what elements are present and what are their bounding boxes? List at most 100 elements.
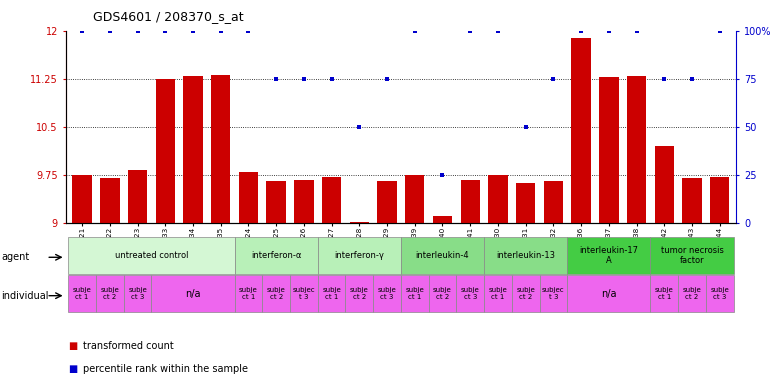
- Bar: [401, 237, 484, 274]
- Bar: [318, 275, 345, 312]
- Bar: [484, 275, 512, 312]
- Bar: [100, 178, 120, 223]
- Bar: [655, 146, 674, 223]
- Bar: [267, 181, 286, 223]
- Point: [492, 28, 504, 34]
- Bar: [373, 275, 401, 312]
- Point: [464, 28, 476, 34]
- Bar: [123, 275, 151, 312]
- Bar: [567, 275, 651, 312]
- Text: individual: individual: [2, 291, 49, 301]
- Point: [242, 28, 254, 34]
- Bar: [540, 275, 567, 312]
- Point: [603, 28, 615, 34]
- Bar: [599, 77, 618, 223]
- Bar: [682, 178, 702, 223]
- Bar: [405, 175, 425, 223]
- Bar: [516, 183, 535, 223]
- Text: subje
ct 2: subje ct 2: [433, 287, 452, 300]
- Text: subje
ct 1: subje ct 1: [406, 287, 424, 300]
- Text: interleukin-13: interleukin-13: [497, 251, 555, 260]
- Bar: [433, 216, 453, 223]
- Text: percentile rank within the sample: percentile rank within the sample: [83, 364, 248, 374]
- Text: subje
ct 1: subje ct 1: [655, 287, 674, 300]
- Point: [575, 28, 588, 34]
- Bar: [456, 275, 484, 312]
- Text: subjec
t 3: subjec t 3: [293, 287, 315, 300]
- Text: subje
ct 2: subje ct 2: [267, 287, 285, 300]
- Point: [436, 172, 449, 178]
- Point: [76, 28, 89, 34]
- Text: interleukin-4: interleukin-4: [416, 251, 470, 260]
- Text: subje
ct 1: subje ct 1: [239, 287, 258, 300]
- Bar: [183, 76, 203, 223]
- Bar: [429, 275, 456, 312]
- Point: [131, 28, 143, 34]
- Bar: [345, 275, 373, 312]
- Bar: [234, 237, 318, 274]
- Bar: [151, 275, 234, 312]
- Bar: [290, 275, 318, 312]
- Text: subje
ct 1: subje ct 1: [322, 287, 341, 300]
- Bar: [401, 275, 429, 312]
- Point: [298, 76, 310, 82]
- Text: agent: agent: [2, 252, 30, 262]
- Text: subje
ct 2: subje ct 2: [682, 287, 702, 300]
- Text: subje
ct 3: subje ct 3: [461, 287, 480, 300]
- Text: untreated control: untreated control: [115, 251, 188, 260]
- Bar: [128, 170, 147, 223]
- Text: subje
ct 3: subje ct 3: [128, 287, 147, 300]
- Text: n/a: n/a: [185, 289, 200, 299]
- Point: [381, 76, 393, 82]
- Bar: [96, 275, 123, 312]
- Text: ■: ■: [68, 364, 77, 374]
- Point: [159, 28, 171, 34]
- Text: interferon-α: interferon-α: [251, 251, 301, 260]
- Bar: [295, 180, 314, 223]
- Bar: [234, 275, 262, 312]
- Text: subje
ct 1: subje ct 1: [489, 287, 507, 300]
- Text: subjec
t 3: subjec t 3: [542, 287, 564, 300]
- Bar: [710, 177, 729, 223]
- Bar: [627, 76, 646, 223]
- Bar: [69, 237, 234, 274]
- Text: ■: ■: [68, 341, 77, 351]
- Bar: [318, 237, 401, 274]
- Bar: [156, 79, 175, 223]
- Text: n/a: n/a: [601, 289, 617, 299]
- Point: [325, 76, 338, 82]
- Text: subje
ct 1: subje ct 1: [72, 287, 92, 300]
- Bar: [512, 275, 540, 312]
- Bar: [488, 175, 507, 223]
- Point: [353, 124, 365, 130]
- Point: [520, 124, 532, 130]
- Bar: [211, 75, 231, 223]
- Point: [409, 28, 421, 34]
- Text: subje
ct 2: subje ct 2: [350, 287, 369, 300]
- Bar: [349, 222, 369, 223]
- Bar: [544, 181, 563, 223]
- Bar: [262, 275, 290, 312]
- Text: subje
ct 3: subje ct 3: [378, 287, 396, 300]
- Bar: [69, 275, 96, 312]
- Text: transformed count: transformed count: [83, 341, 174, 351]
- Bar: [567, 237, 651, 274]
- Bar: [377, 181, 397, 223]
- Point: [658, 76, 671, 82]
- Bar: [72, 175, 92, 223]
- Point: [214, 28, 227, 34]
- Bar: [678, 275, 705, 312]
- Bar: [651, 237, 733, 274]
- Text: interferon-γ: interferon-γ: [335, 251, 384, 260]
- Bar: [571, 38, 591, 223]
- Text: subje
ct 2: subje ct 2: [517, 287, 535, 300]
- Point: [187, 28, 199, 34]
- Point: [631, 28, 643, 34]
- Text: GDS4601 / 208370_s_at: GDS4601 / 208370_s_at: [93, 10, 243, 23]
- Bar: [651, 275, 678, 312]
- Bar: [460, 180, 480, 223]
- Point: [713, 28, 726, 34]
- Point: [547, 76, 560, 82]
- Bar: [705, 275, 733, 312]
- Point: [104, 28, 116, 34]
